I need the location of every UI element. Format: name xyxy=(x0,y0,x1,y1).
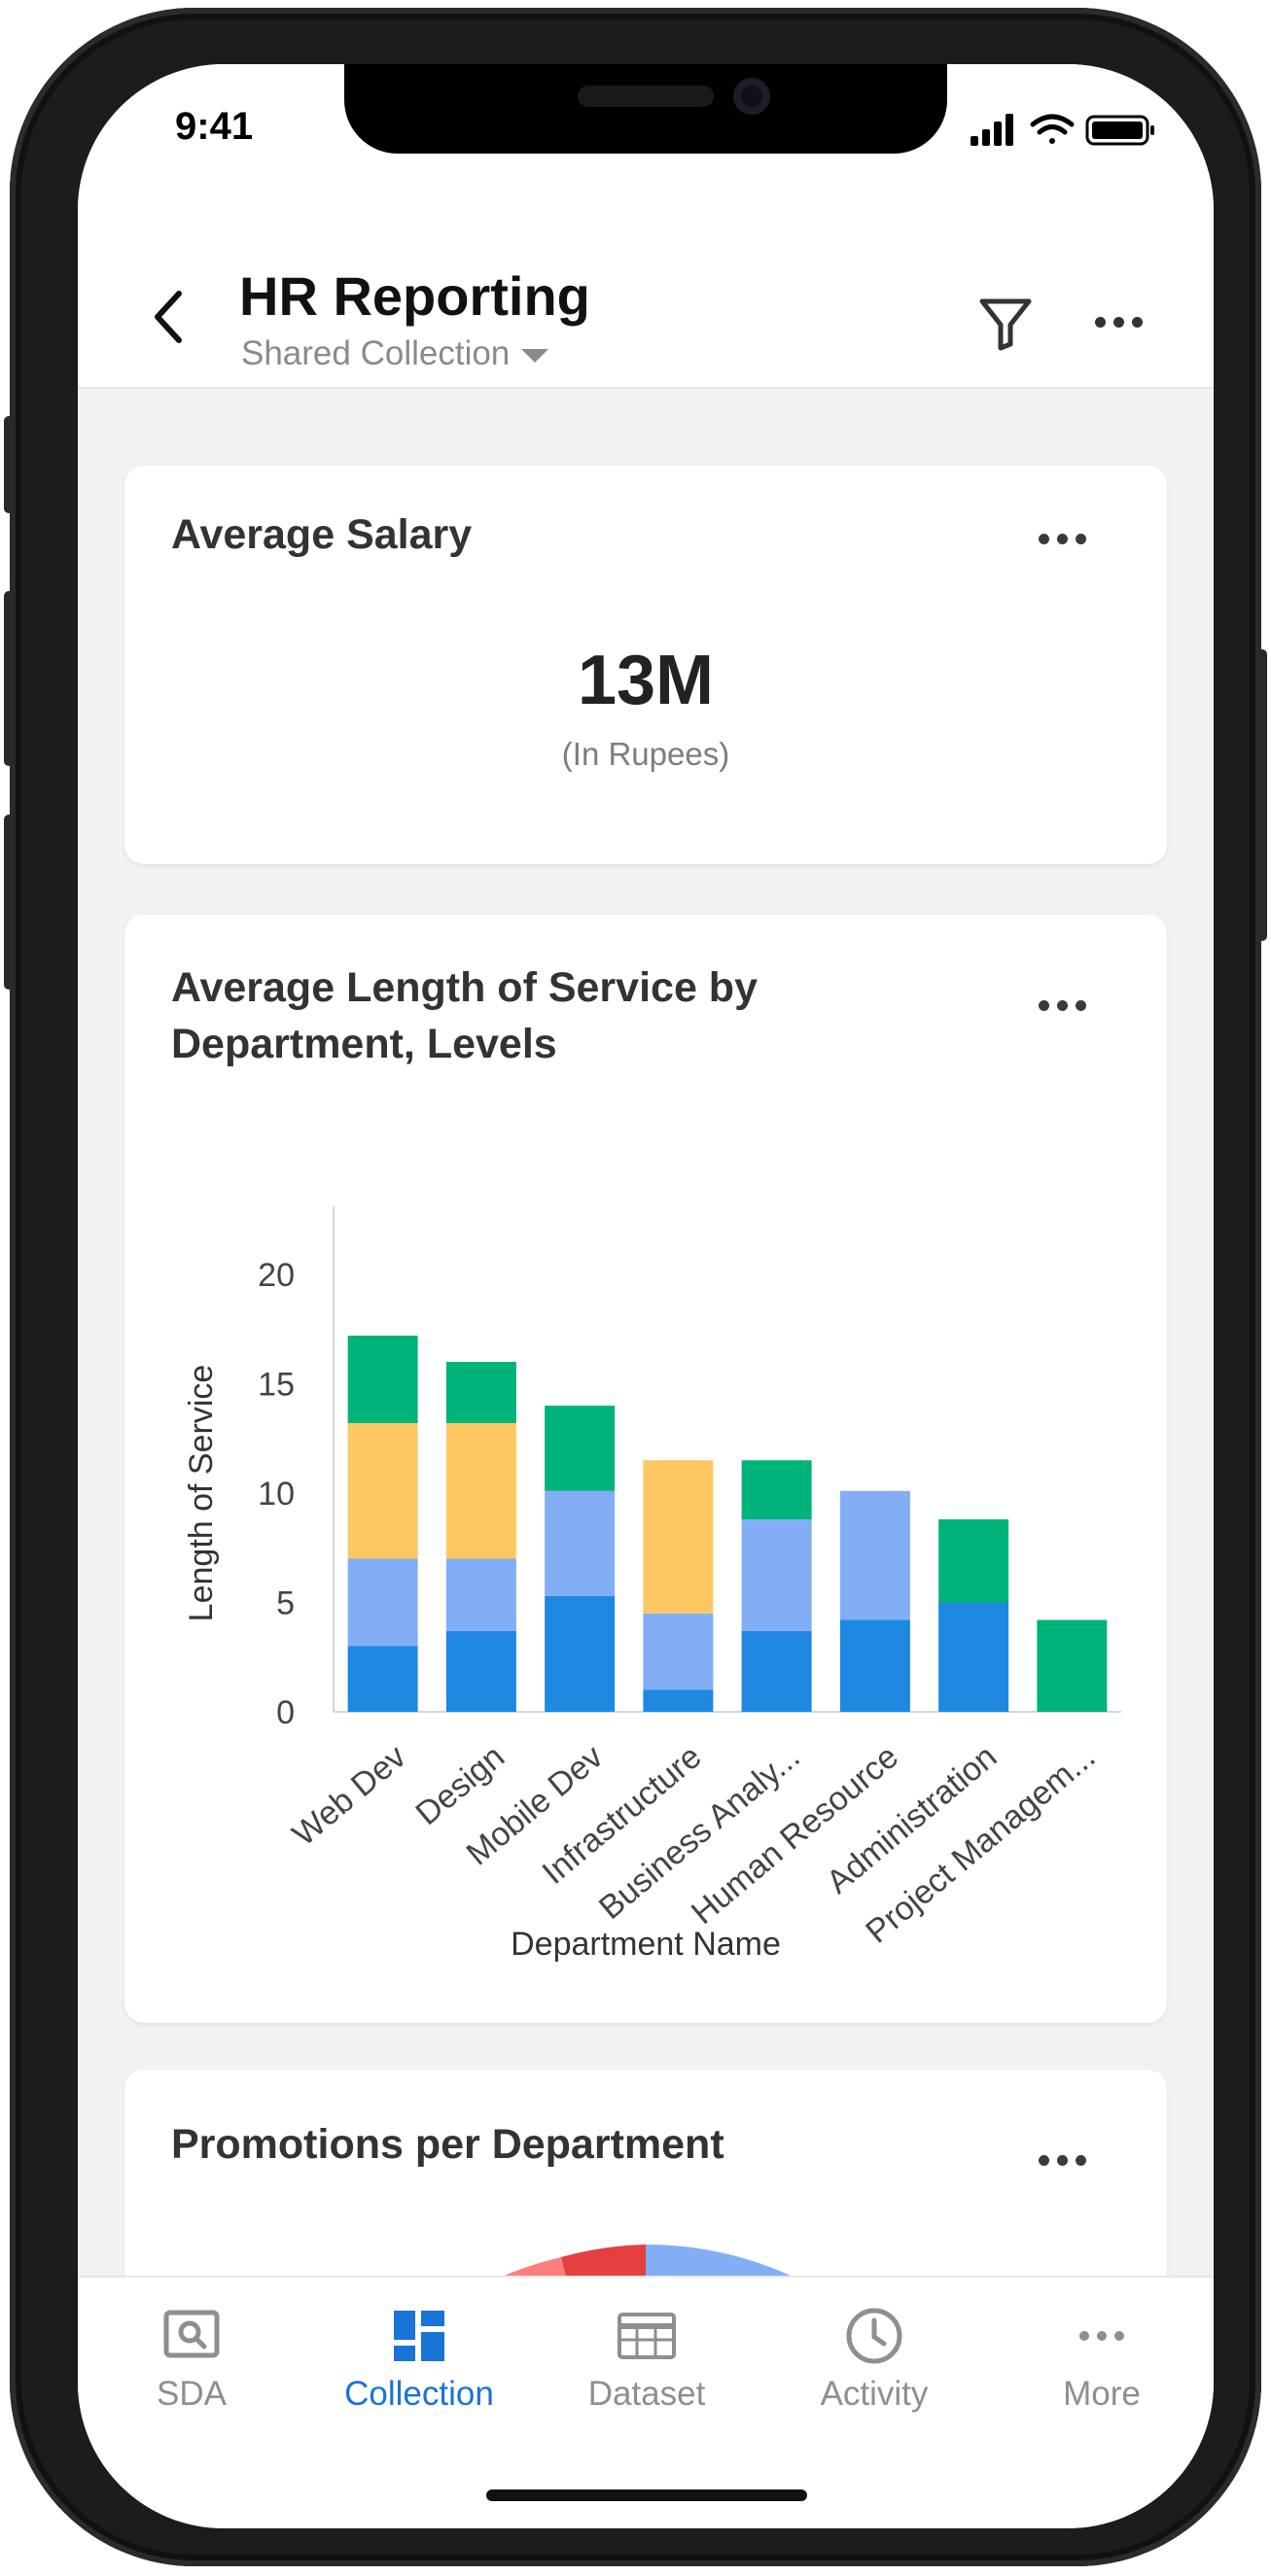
bar-segment xyxy=(938,1602,1009,1712)
power-button xyxy=(1257,649,1267,941)
bar-segment xyxy=(545,1490,616,1596)
dashboard-grid-icon xyxy=(394,2311,444,2361)
length-of-service-card[interactable]: Average Length of Service by Department,… xyxy=(124,915,1167,2023)
filter-icon[interactable] xyxy=(978,296,1033,352)
scroll-content[interactable]: Average Salary 13M (In Rupees) Average L… xyxy=(78,171,1214,2334)
nav-label: SDA xyxy=(157,2375,227,2413)
speaker-grille xyxy=(578,86,714,107)
nav-label: Dataset xyxy=(587,2375,706,2413)
bar-segment xyxy=(643,1460,714,1614)
y-tick-label: 20 xyxy=(258,1257,295,1294)
nav-label: More xyxy=(1063,2375,1141,2413)
card-title-line2: Department, Levels xyxy=(171,1021,557,1067)
wifi-icon xyxy=(1030,114,1075,144)
bar-segment xyxy=(839,1490,910,1620)
back-icon[interactable] xyxy=(150,288,189,346)
card-more-button[interactable] xyxy=(1039,991,1097,1020)
bar-segment xyxy=(347,1646,418,1712)
y-tick-label: 15 xyxy=(258,1367,295,1404)
bar-segment xyxy=(445,1423,516,1559)
bar-segment xyxy=(545,1406,616,1491)
y-axis-label: Length of Service xyxy=(183,1365,220,1622)
table-icon xyxy=(618,2313,676,2359)
volume-up-button xyxy=(4,591,14,766)
notch xyxy=(344,64,947,154)
nav-label: Activity xyxy=(820,2375,929,2413)
status-icons xyxy=(971,114,1154,146)
clock-icon xyxy=(846,2308,902,2364)
front-camera xyxy=(733,78,770,115)
card-title: Average Length of Service by Department,… xyxy=(171,959,758,1072)
x-tick-label: Administration xyxy=(820,1738,1004,1901)
kpi-value: 13M xyxy=(577,642,715,719)
collection-selector-label: Shared Collection xyxy=(241,334,511,372)
phone-screen: 9:41 xyxy=(78,64,1214,2528)
page-title: HR Reporting xyxy=(239,265,590,327)
bar-segment xyxy=(741,1519,812,1631)
bar-segment xyxy=(741,1460,812,1519)
bar-segment xyxy=(347,1423,418,1559)
more-dot-icon xyxy=(1113,316,1124,328)
home-indicator xyxy=(486,2489,807,2501)
card-more-button[interactable] xyxy=(1039,2145,1097,2175)
bar-segment xyxy=(445,1558,516,1631)
status-time: 9:41 xyxy=(175,105,254,148)
nav-item-sda[interactable]: SDA xyxy=(78,2278,305,2423)
bar-segment xyxy=(445,1630,516,1712)
nav-item-activity[interactable]: Activity xyxy=(760,2278,988,2423)
battery-icon xyxy=(1085,115,1154,146)
y-tick-label: 0 xyxy=(276,1694,295,1731)
bar-segment xyxy=(741,1630,812,1712)
bar-segment xyxy=(938,1519,1009,1603)
more-horizontal-icon xyxy=(1079,2331,1124,2341)
bar-segment xyxy=(643,1613,714,1690)
more-dot-icon xyxy=(1132,316,1143,328)
collection-selector[interactable]: Shared Collection xyxy=(241,334,549,373)
nav-item-more[interactable]: More xyxy=(988,2278,1214,2423)
bar-segment xyxy=(445,1362,516,1423)
x-tick-label: Web Dev xyxy=(286,1738,413,1854)
bar-segment xyxy=(545,1595,616,1712)
bottom-nav: SDA Collection Datase xyxy=(78,2276,1214,2528)
caret-down-icon xyxy=(521,349,549,363)
card-more-button[interactable] xyxy=(1039,524,1097,553)
mute-switch xyxy=(4,416,14,513)
average-salary-card[interactable]: Average Salary 13M (In Rupees) xyxy=(124,466,1167,864)
card-title-line1: Average Length of Service by xyxy=(171,964,758,1011)
y-tick-label: 10 xyxy=(258,1476,295,1513)
bar-segment xyxy=(839,1619,910,1712)
x-axis-label: Department Name xyxy=(511,1926,781,1963)
bar-segment xyxy=(347,1558,418,1647)
volume-down-button xyxy=(4,815,14,990)
nav-item-dataset[interactable]: Dataset xyxy=(533,2278,760,2423)
signal-icon xyxy=(971,114,1013,146)
search-screen-icon xyxy=(163,2310,220,2358)
app-header: HR Reporting Shared Collection xyxy=(78,171,1214,389)
header-more-button[interactable] xyxy=(1095,297,1153,346)
y-tick-label: 5 xyxy=(276,1585,295,1622)
card-title: Average Salary xyxy=(171,511,473,558)
bar-segment xyxy=(643,1689,714,1712)
nav-label: Collection xyxy=(344,2375,494,2413)
bar-segment xyxy=(347,1336,418,1423)
more-dot-icon xyxy=(1095,316,1106,328)
bar-segment xyxy=(1037,1619,1108,1712)
phone-frame: 9:41 xyxy=(4,8,1267,2566)
nav-item-collection[interactable]: Collection xyxy=(305,2278,533,2423)
kpi-unit: (In Rupees) xyxy=(561,736,730,772)
card-title: Promotions per Department xyxy=(171,2121,724,2168)
